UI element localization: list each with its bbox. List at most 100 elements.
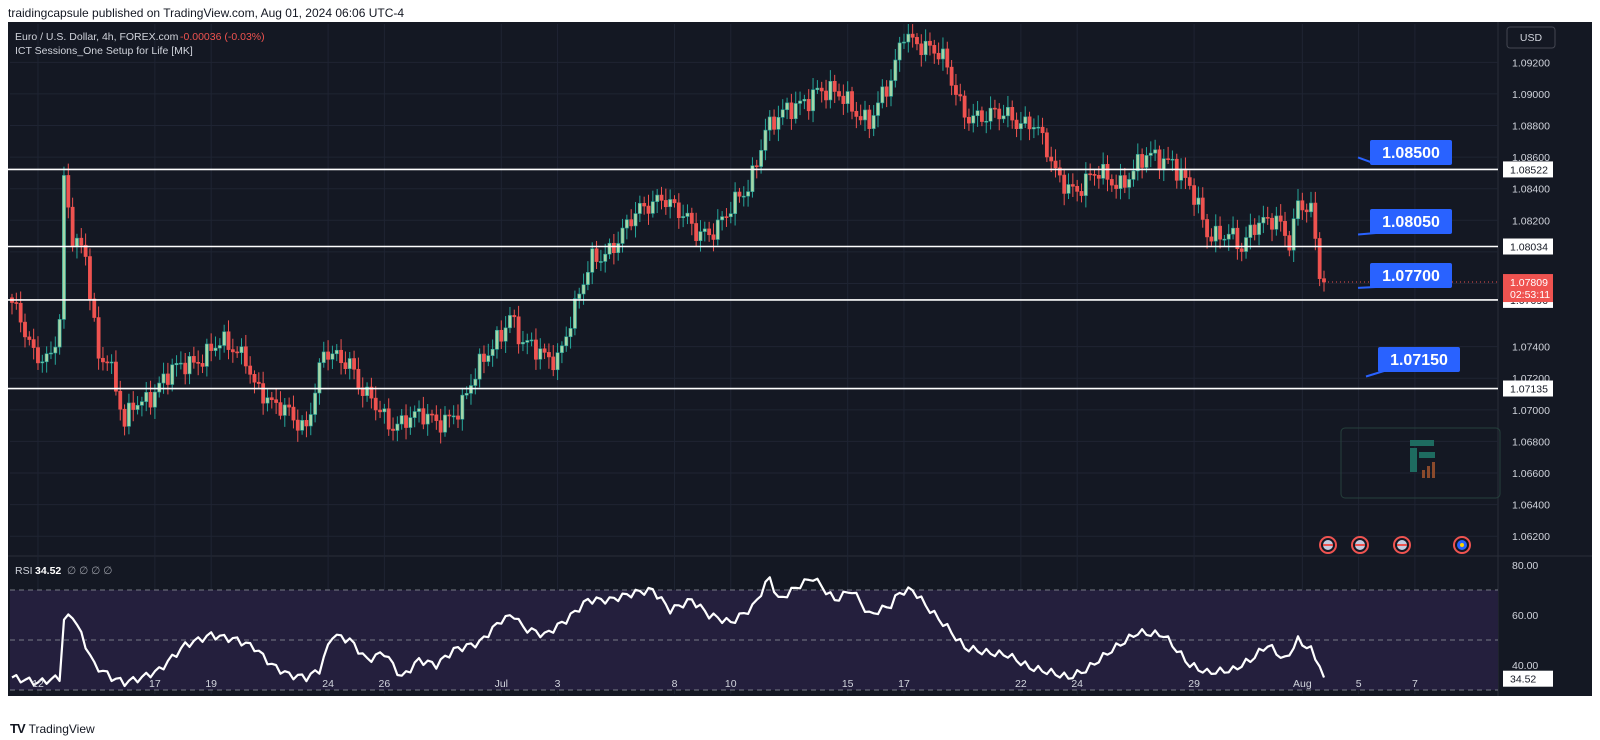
candle-body[interactable] xyxy=(1044,132,1049,158)
candle-body[interactable] xyxy=(499,329,504,342)
candle-body[interactable] xyxy=(252,374,257,383)
candle-body[interactable] xyxy=(127,402,131,427)
candle-body[interactable] xyxy=(14,302,19,304)
candle-body[interactable] xyxy=(1170,158,1175,161)
candle-body[interactable] xyxy=(984,120,989,123)
price-axis[interactable]: 1.09200 1.09000 1.08800 1.08600 1.08400 1.082… xyxy=(1503,57,1553,687)
candle-body[interactable] xyxy=(434,414,439,421)
candle-body[interactable] xyxy=(18,302,23,323)
candle-body[interactable] xyxy=(967,116,971,124)
candle-body[interactable] xyxy=(36,347,40,364)
candle-body[interactable] xyxy=(884,86,889,97)
candle-body[interactable] xyxy=(308,414,313,427)
candle-body[interactable] xyxy=(681,216,686,219)
candle-body[interactable] xyxy=(408,417,413,428)
rsi-line[interactable] xyxy=(11,576,1326,688)
candle-body[interactable] xyxy=(1127,179,1132,188)
candle-body[interactable] xyxy=(1118,175,1123,189)
candle-body[interactable] xyxy=(776,117,781,130)
candle-body[interactable] xyxy=(213,347,218,351)
candle-body[interactable] xyxy=(551,356,556,371)
candle-body[interactable] xyxy=(1252,224,1257,235)
candle-body[interactable] xyxy=(828,81,833,101)
candle-body[interactable] xyxy=(521,342,525,345)
candle-body[interactable] xyxy=(295,419,300,431)
candle-body[interactable] xyxy=(1291,218,1296,251)
candle-body[interactable] xyxy=(1200,197,1205,220)
candle-body[interactable] xyxy=(772,116,776,130)
candle-body[interactable] xyxy=(672,199,677,204)
candle-body[interactable] xyxy=(330,353,335,360)
candle-body[interactable] xyxy=(1300,200,1305,211)
candle-body[interactable] xyxy=(1049,156,1054,162)
economic-event-flag-icon[interactable] xyxy=(1453,536,1471,554)
candle-body[interactable] xyxy=(971,115,976,124)
candle-body[interactable] xyxy=(339,349,343,364)
candle-body[interactable] xyxy=(334,349,339,355)
candle-body[interactable] xyxy=(486,355,491,362)
candle-body[interactable] xyxy=(1014,119,1019,130)
candle-body[interactable] xyxy=(373,397,378,411)
candle-body[interactable] xyxy=(876,102,880,116)
candle-body[interactable] xyxy=(57,319,62,348)
candle-body[interactable] xyxy=(135,404,140,410)
candle-body[interactable] xyxy=(750,165,755,192)
candle-body[interactable] xyxy=(910,33,915,38)
candle-body[interactable] xyxy=(165,373,170,385)
candle-body[interactable] xyxy=(516,316,521,345)
candle-body[interactable] xyxy=(1304,209,1309,213)
candle-body[interactable] xyxy=(698,231,703,241)
candle-body[interactable] xyxy=(858,116,863,121)
candle-body[interactable] xyxy=(83,244,88,257)
candle-body[interactable] xyxy=(443,414,447,433)
candle-body[interactable] xyxy=(1226,233,1231,240)
candle-body[interactable] xyxy=(841,95,846,104)
candle-body[interactable] xyxy=(503,327,508,342)
candle-body[interactable] xyxy=(1283,220,1287,236)
candle-body[interactable] xyxy=(313,392,318,415)
candle-body[interactable] xyxy=(854,110,859,117)
candle-body[interactable] xyxy=(1153,149,1158,154)
candle-body[interactable] xyxy=(430,413,434,416)
candle-body[interactable] xyxy=(659,194,664,201)
candle-body[interactable] xyxy=(412,411,417,418)
candle-body[interactable] xyxy=(1053,160,1058,169)
candle-body[interactable] xyxy=(49,352,53,355)
candle-body[interactable] xyxy=(720,216,725,221)
candle-body[interactable] xyxy=(477,353,482,380)
candle-body[interactable] xyxy=(317,362,322,394)
candle-body[interactable] xyxy=(1001,115,1006,120)
candle-body[interactable] xyxy=(1062,174,1067,194)
candle-body[interactable] xyxy=(1135,154,1140,172)
candle-body[interactable] xyxy=(1079,191,1084,196)
candle-body[interactable] xyxy=(161,373,166,384)
candle-body[interactable] xyxy=(287,404,292,408)
candle-body[interactable] xyxy=(737,191,742,197)
candle-body[interactable] xyxy=(863,109,867,121)
candle-body[interactable] xyxy=(780,109,785,118)
candle-body[interactable] xyxy=(235,351,240,354)
candle-body[interactable] xyxy=(616,243,621,254)
candle-body[interactable] xyxy=(482,353,486,362)
candle-body[interactable] xyxy=(356,368,361,389)
candle-body[interactable] xyxy=(326,351,330,360)
candle-body[interactable] xyxy=(217,345,222,349)
candle-body[interactable] xyxy=(798,100,802,104)
candle-body[interactable] xyxy=(460,394,465,420)
candle-body[interactable] xyxy=(1179,168,1184,181)
candle-body[interactable] xyxy=(1092,174,1097,176)
candle-body[interactable] xyxy=(837,91,841,97)
candle-body[interactable] xyxy=(53,346,58,354)
candle-body[interactable] xyxy=(572,298,577,329)
candle-body[interactable] xyxy=(975,110,980,117)
candle-body[interactable] xyxy=(958,94,963,97)
candle-body[interactable] xyxy=(728,213,733,218)
candle-body[interactable] xyxy=(624,219,629,229)
candle-body[interactable] xyxy=(321,351,326,363)
candle-body[interactable] xyxy=(395,423,400,431)
candle-body[interactable] xyxy=(1274,215,1279,230)
candle-body[interactable] xyxy=(1040,126,1045,134)
candle-body[interactable] xyxy=(404,415,408,428)
candle-body[interactable] xyxy=(1196,197,1201,205)
candle-body[interactable] xyxy=(694,223,699,241)
